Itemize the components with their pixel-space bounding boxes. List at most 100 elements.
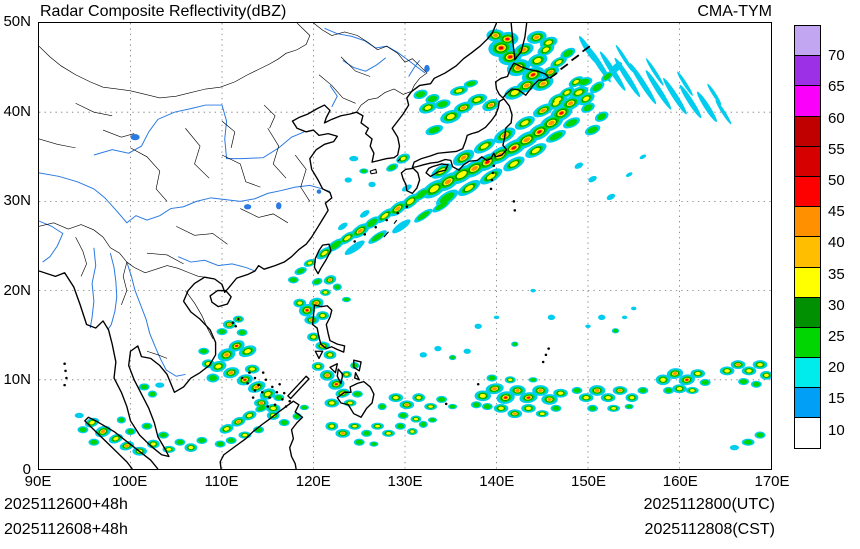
island-dot bbox=[275, 391, 279, 394]
colorbar-label: 70 bbox=[828, 47, 845, 65]
x-tick-label: 90E bbox=[24, 473, 52, 490]
map-plot-area bbox=[38, 22, 772, 470]
x-tick-label: 140E bbox=[479, 473, 515, 490]
island-dot bbox=[231, 321, 235, 324]
colorbar-label: 55 bbox=[828, 140, 845, 158]
island-dot bbox=[512, 200, 516, 203]
island-dot bbox=[492, 164, 496, 167]
colorbar-label: 50 bbox=[828, 172, 845, 189]
island-dot bbox=[246, 382, 249, 385]
plot-title: Radar Composite Reflectivity(dBZ) bbox=[40, 3, 287, 20]
island-dot bbox=[363, 233, 367, 236]
colorbar-cell bbox=[794, 266, 821, 298]
island-dot bbox=[273, 403, 277, 407]
colorbar-cell bbox=[794, 145, 821, 177]
colorbar-cell bbox=[794, 25, 821, 57]
colorbar-label: 30 bbox=[828, 296, 845, 314]
island-dot bbox=[288, 399, 291, 403]
y-tick-label: 10N bbox=[3, 371, 31, 389]
island-dot bbox=[444, 402, 448, 406]
colorbar-label: 20 bbox=[828, 359, 845, 377]
x-axis-labels: 90E 100E 110E 120E 130E 140E 150E 160E 170E bbox=[25, 473, 790, 492]
island-dot bbox=[385, 218, 388, 222]
island-dot bbox=[513, 209, 517, 212]
colorbar-label: 15 bbox=[828, 390, 845, 408]
y-tick-label: 40N bbox=[3, 102, 31, 120]
colorbar-cell bbox=[794, 55, 821, 87]
x-tick-label: 130E bbox=[387, 473, 423, 490]
island-dot bbox=[253, 376, 257, 380]
grid-layer bbox=[39, 23, 771, 469]
colorbar-label: 25 bbox=[828, 328, 845, 345]
island-dot bbox=[353, 240, 356, 243]
colorbar-label: 35 bbox=[828, 265, 845, 283]
island-dot bbox=[271, 385, 274, 389]
footer-init-time-utc: 2025112600+48h bbox=[4, 496, 128, 513]
x-tick-label: 100E bbox=[112, 473, 148, 490]
island-dot bbox=[234, 325, 238, 328]
island-dot bbox=[248, 371, 251, 374]
island-dot bbox=[64, 369, 67, 373]
map-svg bbox=[39, 23, 771, 469]
colorbar-cell bbox=[794, 85, 821, 117]
model-name: CMA-TYM bbox=[697, 3, 772, 20]
x-tick-label: 110E bbox=[204, 473, 239, 490]
island-dot bbox=[63, 362, 66, 365]
island-dot bbox=[541, 360, 545, 364]
colorbar-label: 10 bbox=[828, 421, 845, 439]
echo-layer bbox=[74, 29, 771, 456]
colorbar-label: 45 bbox=[828, 203, 845, 221]
colorbar-cell bbox=[794, 115, 821, 147]
island-dot bbox=[257, 383, 260, 387]
island-dot bbox=[544, 353, 548, 357]
island-dot bbox=[261, 371, 265, 374]
colorbar-label: 60 bbox=[828, 109, 845, 127]
river-layer bbox=[39, 27, 430, 377]
coastline-layer bbox=[39, 23, 591, 469]
y-tick-label: 0 bbox=[22, 461, 31, 478]
x-tick-label: 160E bbox=[662, 473, 698, 490]
island-dot bbox=[240, 376, 244, 380]
y-tick-label: 30N bbox=[3, 192, 31, 210]
island-dot bbox=[253, 389, 257, 392]
island-dot bbox=[396, 211, 399, 215]
island-dot bbox=[260, 391, 264, 394]
island-dot bbox=[374, 226, 378, 229]
island-dot bbox=[278, 383, 281, 386]
colorbar-label: 40 bbox=[828, 234, 845, 252]
colorbar-cells bbox=[794, 25, 821, 449]
island-dot bbox=[266, 405, 270, 408]
island-dot bbox=[281, 398, 284, 401]
island-dot bbox=[547, 347, 550, 350]
colorbar-cell bbox=[794, 357, 821, 389]
colorbar-cell bbox=[794, 326, 821, 359]
island-dot bbox=[490, 178, 494, 182]
boundary-layer bbox=[39, 23, 428, 359]
footer-init-time-cst: 2025112608+48h bbox=[4, 521, 128, 538]
colorbar-label: 65 bbox=[828, 78, 845, 96]
colorbar-cell bbox=[794, 387, 821, 419]
island-dot bbox=[284, 405, 288, 408]
colorbar-cell bbox=[794, 175, 821, 208]
colorbar-cell bbox=[794, 417, 821, 449]
island-dot bbox=[489, 187, 493, 191]
island-dot bbox=[65, 376, 68, 380]
island-dot bbox=[264, 378, 268, 382]
island-dot bbox=[251, 396, 255, 399]
island-dot bbox=[491, 171, 495, 175]
colorbar-labels: 70 65 60 55 50 45 40 35 30 25 20 15 10 bbox=[828, 25, 858, 465]
island-dot bbox=[405, 205, 409, 209]
y-tick-label: 50N bbox=[3, 13, 31, 30]
island-dot bbox=[237, 317, 240, 321]
island-dot bbox=[268, 396, 271, 399]
island-dot bbox=[63, 383, 66, 387]
island-dot bbox=[282, 391, 286, 395]
footer-valid-time-utc: 2025112800(UTC) bbox=[643, 496, 775, 513]
x-tick-label: 150E bbox=[570, 473, 607, 490]
y-tick-label: 20N bbox=[3, 281, 31, 299]
y-axis-labels: 50N 40N 30N 20N 10N 0 bbox=[0, 14, 34, 478]
colorbar-cell bbox=[794, 236, 821, 268]
x-tick-label: 170E bbox=[754, 473, 790, 490]
x-tick-label: 120E bbox=[295, 473, 331, 490]
